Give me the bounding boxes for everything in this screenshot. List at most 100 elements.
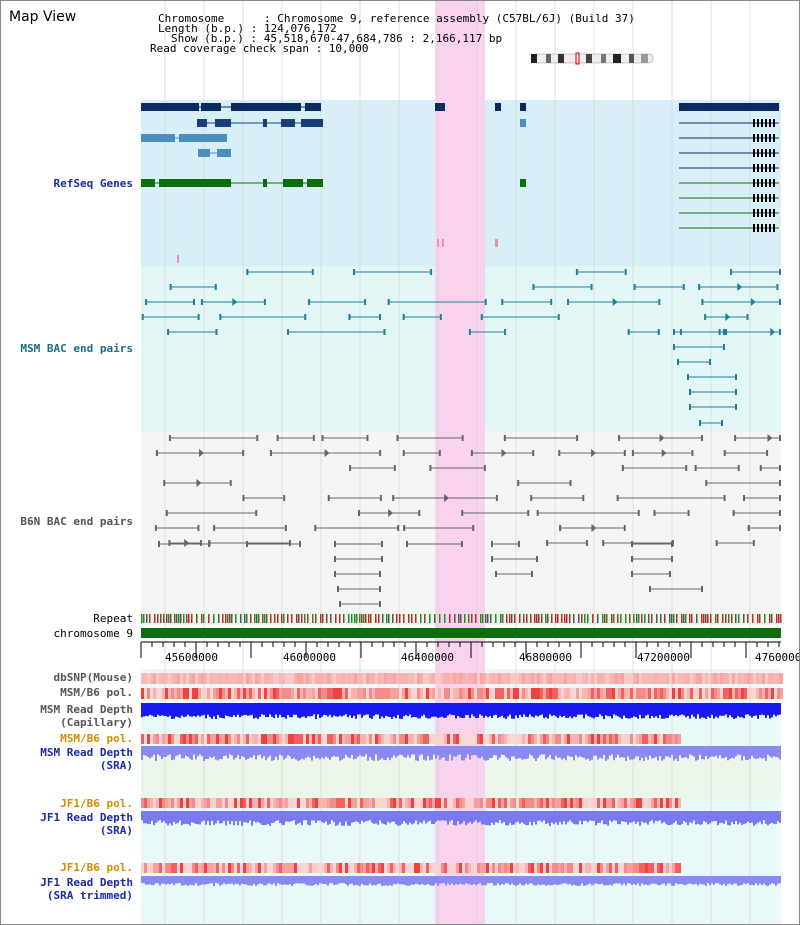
heat-cell	[492, 863, 495, 873]
depth-bar	[219, 703, 221, 718]
bac-arrow	[612, 298, 618, 306]
depth-bar	[351, 811, 353, 823]
depth-bar	[717, 703, 719, 718]
depth-bar	[527, 703, 529, 718]
heat-cell	[285, 673, 288, 684]
depth-bar	[185, 876, 187, 885]
repeat-element	[569, 614, 571, 623]
depth-bar	[329, 811, 331, 824]
track-label-msm-b6-pol[interactable]: MSM/B6 pol.	[60, 686, 133, 699]
heat-cell	[285, 798, 288, 808]
track-label-refseq[interactable]: RefSeq Genes	[53, 177, 133, 190]
track-label-b6n-bac[interactable]: B6N BAC end pairs	[20, 515, 133, 528]
depth-bar	[273, 703, 275, 719]
track-label-msm-rd-sra[interactable]: MSM Read Depth	[40, 746, 133, 759]
heat-cell	[258, 863, 261, 873]
heat-cell	[438, 734, 441, 744]
depth-bar	[179, 876, 181, 884]
depth-bar	[599, 876, 601, 885]
bac-end	[709, 359, 711, 365]
depth-bar	[445, 876, 447, 886]
track-label-msm-bac[interactable]: MSM BAC end pairs	[20, 342, 133, 355]
repeat-element	[264, 614, 266, 623]
depth-bar	[749, 703, 751, 716]
repeat-element	[502, 614, 504, 623]
heat-cell	[378, 688, 381, 699]
depth-bar	[315, 746, 317, 759]
track-label-jf1-rd-trimmed[interactable]: JF1 Read Depth	[40, 876, 133, 889]
heat-cell	[402, 673, 405, 684]
heat-cell	[282, 798, 285, 808]
heat-cell	[279, 673, 282, 684]
depth-bar	[737, 876, 739, 886]
depth-bar	[673, 746, 675, 761]
depth-bar	[571, 746, 573, 758]
track-label-msm-b6-pol-2[interactable]: MSM/B6 pol.	[60, 732, 133, 745]
depth-bar	[695, 811, 697, 825]
depth-bar	[579, 703, 581, 715]
heat-cell	[672, 673, 675, 684]
track-label-jf1-b6-pol-2[interactable]: JF1/B6 pol.	[60, 861, 133, 874]
depth-bar	[487, 811, 489, 826]
track-label-dbsnp[interactable]: dbSNP(Mouse)	[53, 671, 133, 684]
track-label-jf1-rd-sra[interactable]: JF1 Read Depth	[40, 811, 133, 824]
heat-cell	[420, 673, 423, 684]
heat-cell	[255, 734, 258, 744]
exon	[773, 119, 775, 127]
depth-bar	[289, 703, 291, 718]
depth-bar	[585, 703, 587, 715]
heat-cell	[204, 734, 207, 744]
repeat-element	[339, 614, 341, 623]
heat-cell	[339, 798, 342, 808]
depth-bar	[173, 811, 175, 822]
heat-cell	[174, 688, 177, 699]
bac-end	[776, 284, 779, 290]
depth-bar	[277, 703, 279, 718]
heat-cell	[714, 673, 717, 684]
depth-bar	[515, 876, 517, 886]
depth-bar	[203, 876, 205, 885]
bac-end	[165, 510, 168, 516]
depth-bar	[333, 876, 335, 885]
depth-bar	[697, 811, 699, 824]
depth-bar	[719, 703, 721, 716]
depth-bar	[243, 876, 245, 885]
bac-end	[197, 314, 200, 320]
heat-cell	[549, 688, 552, 699]
repeat-element	[769, 614, 771, 623]
track-label-chromosome[interactable]: chromosome 9	[53, 627, 133, 640]
depth-bar	[373, 876, 375, 886]
heat-cell	[294, 798, 297, 808]
heat-cell	[618, 688, 621, 699]
track-label-msm-rd-capillary[interactable]: MSM Read Depth	[40, 703, 133, 716]
bac-end	[530, 495, 533, 501]
track-label-repeat[interactable]: Repeat	[93, 612, 133, 625]
depth-bar	[391, 703, 393, 719]
heat-cell	[189, 863, 192, 873]
depth-bar	[265, 811, 267, 825]
depth-bar	[671, 746, 673, 755]
bac-end	[723, 344, 725, 350]
heat-cell	[519, 734, 522, 744]
depth-bar	[277, 746, 279, 760]
heat-cell	[417, 673, 420, 684]
depth-bar	[669, 811, 671, 826]
heat-cell	[171, 688, 174, 699]
depth-bar	[147, 876, 149, 885]
depth-bar	[281, 811, 283, 825]
depth-bar	[443, 811, 445, 821]
heat-cell	[651, 734, 654, 744]
heat-cell	[264, 673, 267, 684]
depth-bar	[281, 876, 283, 885]
heat-cell	[486, 688, 489, 699]
depth-bar	[205, 703, 207, 719]
depth-bar	[475, 703, 477, 719]
heat-cell	[594, 688, 597, 699]
track-label-jf1-b6-pol[interactable]: JF1/B6 pol.	[60, 797, 133, 810]
bac-end	[698, 284, 701, 290]
heat-cell	[594, 863, 597, 873]
depth-bar	[619, 703, 621, 718]
depth-bar	[429, 876, 431, 886]
heat-cell	[696, 673, 699, 684]
